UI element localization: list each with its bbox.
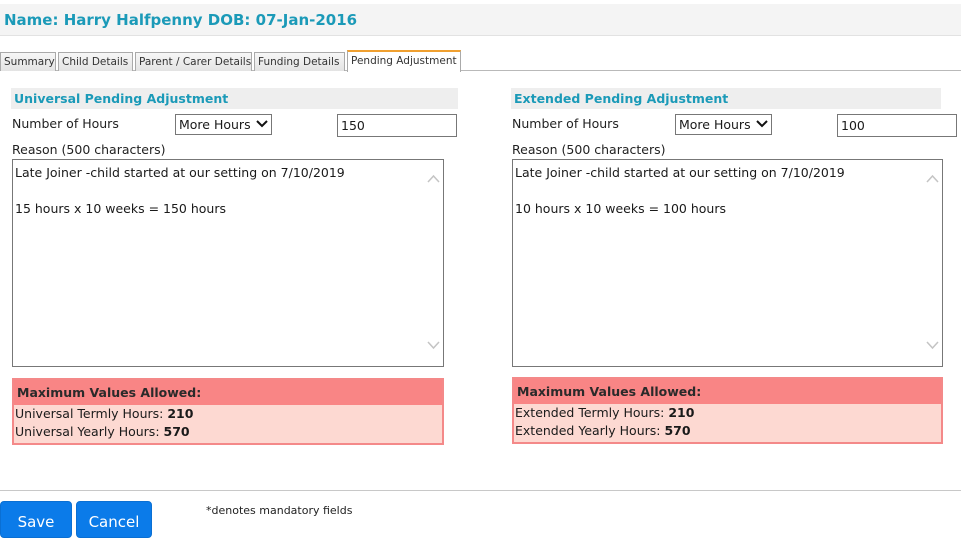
tab-pending-adjustment[interactable]: Pending Adjustment	[347, 50, 461, 72]
universal-section-title: Universal Pending Adjustment	[11, 88, 458, 109]
extended-max-values-title: Maximum Values Allowed:	[514, 379, 941, 404]
universal-hours-label: Number of Hours	[12, 116, 119, 131]
mandatory-note: *denotes mandatory fields	[206, 504, 353, 517]
universal-termly-hours: Universal Termly Hours: 210	[14, 405, 442, 423]
extended-reason-scrollbar[interactable]	[924, 161, 941, 365]
extended-termly-hours: Extended Termly Hours: 210	[514, 404, 941, 422]
universal-hours-type-select[interactable]: More Hours	[175, 114, 272, 135]
extended-hours-type-select[interactable]: More Hours	[675, 114, 772, 135]
extended-reason-line-1: Late Joiner -child started at our settin…	[515, 165, 845, 180]
universal-termly-label: Universal Termly Hours:	[15, 406, 164, 421]
cancel-button[interactable]: Cancel	[76, 501, 152, 538]
tab-bar: Summary Child Details Parent / Carer Det…	[0, 50, 961, 72]
universal-max-values-title: Maximum Values Allowed:	[14, 380, 442, 405]
universal-hours-input[interactable]: 150	[337, 114, 457, 137]
universal-reason-line-2: 15 hours x 10 weeks = 150 hours	[15, 201, 226, 216]
footer-divider	[0, 490, 961, 491]
tab-child-details[interactable]: Child Details	[58, 52, 133, 71]
universal-reason-scrollbar[interactable]	[425, 161, 442, 365]
page-title: Name: Harry Halfpenny DOB: 07-Jan-2016	[4, 11, 358, 29]
extended-reason-label: Reason (500 characters)	[512, 142, 666, 157]
chevron-down-icon	[756, 115, 768, 139]
universal-yearly-value: 570	[163, 424, 190, 439]
universal-reason-textarea[interactable]: Late Joiner -child started at our settin…	[12, 159, 444, 367]
extended-termly-value: 210	[668, 405, 695, 420]
universal-yearly-hours: Universal Yearly Hours: 570	[14, 423, 442, 441]
universal-hours-type-value: More Hours	[179, 117, 251, 132]
extended-hours-input[interactable]: 100	[837, 114, 957, 137]
extended-hours-type-value: More Hours	[679, 117, 751, 132]
extended-reason-textarea[interactable]: Late Joiner -child started at our settin…	[512, 159, 943, 367]
extended-yearly-label: Extended Yearly Hours:	[515, 423, 661, 438]
scroll-down-icon[interactable]	[427, 339, 440, 351]
scroll-down-icon[interactable]	[926, 339, 939, 351]
tab-summary[interactable]: Summary	[0, 52, 56, 71]
extended-yearly-hours: Extended Yearly Hours: 570	[514, 422, 941, 440]
extended-termly-label: Extended Termly Hours:	[515, 405, 665, 420]
universal-reason-label: Reason (500 characters)	[12, 142, 166, 157]
scroll-up-icon[interactable]	[427, 173, 440, 185]
extended-max-values-box: Maximum Values Allowed: Extended Termly …	[512, 377, 943, 444]
tab-funding-details[interactable]: Funding Details	[254, 52, 345, 71]
universal-reason-line-1: Late Joiner -child started at our settin…	[15, 165, 345, 180]
universal-max-values-box: Maximum Values Allowed: Universal Termly…	[12, 378, 444, 445]
universal-termly-value: 210	[167, 406, 194, 421]
extended-hours-label: Number of Hours	[512, 116, 619, 131]
page-header: Name: Harry Halfpenny DOB: 07-Jan-2016	[0, 4, 961, 36]
chevron-down-icon	[256, 115, 268, 139]
extended-section-title: Extended Pending Adjustment	[511, 88, 941, 109]
extended-yearly-value: 570	[664, 423, 691, 438]
universal-yearly-label: Universal Yearly Hours:	[15, 424, 160, 439]
save-button[interactable]: Save	[0, 501, 72, 538]
extended-reason-line-2: 10 hours x 10 weeks = 100 hours	[515, 201, 726, 216]
tab-parent-carer-details[interactable]: Parent / Carer Details	[135, 52, 252, 71]
scroll-up-icon[interactable]	[926, 173, 939, 185]
